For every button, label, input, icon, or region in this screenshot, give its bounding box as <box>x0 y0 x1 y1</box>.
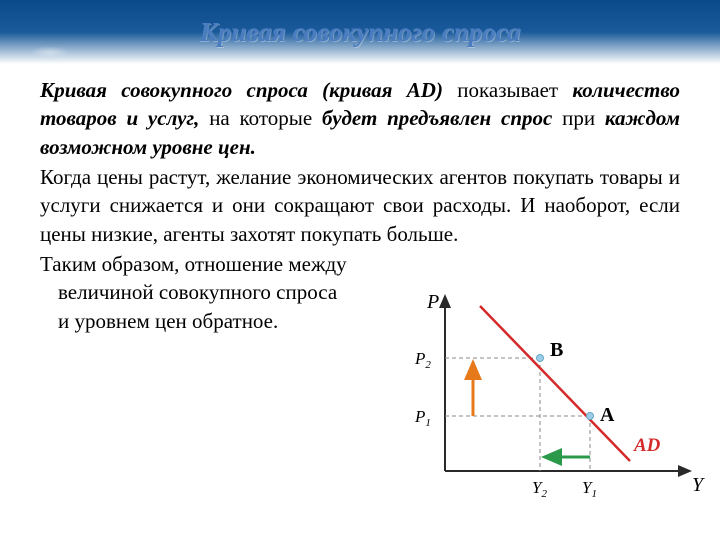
para3-l1: Таким образом, отношение между <box>40 250 410 278</box>
slide-title: Кривая совокупного спроса <box>199 17 520 48</box>
def-conn2: при <box>552 106 605 130</box>
def-body2: будет предъявлен спрос <box>322 106 552 130</box>
para3-l3: и уровнем цен обратное. <box>40 307 410 335</box>
x-tick-1: Y1 <box>582 478 597 500</box>
para2: Когда цены растут, желание экономических… <box>40 163 680 248</box>
y-tick-0: P2 <box>414 349 431 371</box>
y-axis-label: P <box>426 291 439 313</box>
y-tick-1: P1 <box>414 407 431 429</box>
para3-l2: величиной совокупного спроса <box>40 278 410 306</box>
definition-para: Кривая совокупного спроса (кривая AD) по… <box>40 76 680 161</box>
chart-svg: PYBAADP2P1Y2Y1 <box>400 296 700 526</box>
def-lead: Кривая совокупного спроса (кривая AD) <box>40 78 443 102</box>
label-A: A <box>600 404 615 426</box>
x-tick-0: Y2 <box>532 478 547 500</box>
x-axis-label: Y <box>692 474 705 496</box>
def-verb: показывает <box>443 78 572 102</box>
point-B <box>537 355 544 362</box>
def-conn: на которые <box>199 106 322 130</box>
para3: Таким образом, отношение между величиной… <box>40 250 410 335</box>
slide-body: Кривая совокупного спроса (кривая AD) по… <box>0 64 720 335</box>
label-B: B <box>550 339 563 361</box>
point-A <box>587 413 594 420</box>
slide-header: Кривая совокупного спроса <box>0 0 720 64</box>
ad-curve <box>480 306 630 461</box>
ad-chart: PYBAADP2P1Y2Y1 <box>400 296 700 526</box>
curve-label: AD <box>633 435 661 456</box>
